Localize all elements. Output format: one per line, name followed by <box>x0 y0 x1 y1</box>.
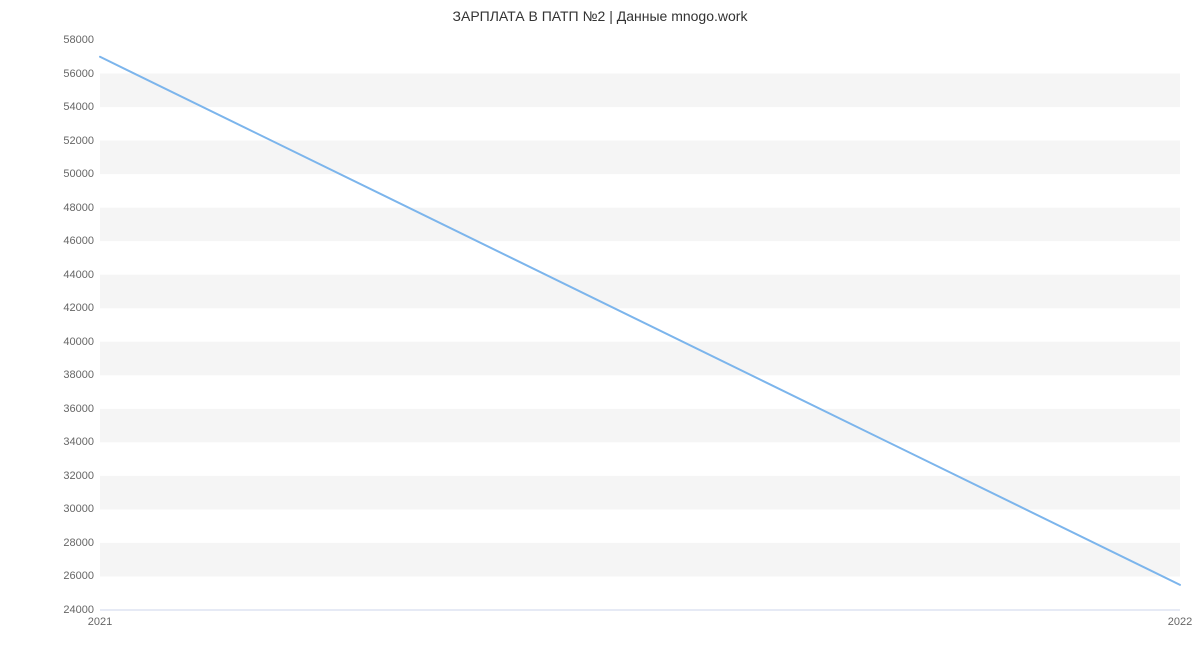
grid-band <box>100 74 1180 108</box>
y-tick-label: 32000 <box>63 470 94 482</box>
x-tick-label: 2021 <box>88 616 112 628</box>
y-tick-label: 52000 <box>63 135 94 147</box>
y-tick-label: 24000 <box>63 604 94 616</box>
y-tick-label: 40000 <box>63 336 94 348</box>
y-tick-label: 30000 <box>63 503 94 515</box>
y-tick-label: 48000 <box>63 202 94 214</box>
salary-chart: ЗАРПЛАТА В ПАТП №2 | Данные mnogo.work 2… <box>0 0 1200 650</box>
y-tick-label: 46000 <box>63 235 94 247</box>
grid-band <box>100 409 1180 443</box>
y-tick-label: 38000 <box>63 369 94 381</box>
grid-band <box>100 275 1180 309</box>
grid-band <box>100 543 1180 577</box>
y-tick-label: 26000 <box>63 570 94 582</box>
y-tick-label: 34000 <box>63 436 94 448</box>
grid-band <box>100 476 1180 510</box>
plot-area <box>100 40 1180 610</box>
y-tick-label: 50000 <box>63 168 94 180</box>
grid-band <box>100 342 1180 376</box>
grid-band <box>100 141 1180 175</box>
y-tick-label: 54000 <box>63 101 94 113</box>
y-tick-label: 44000 <box>63 269 94 281</box>
grid-band <box>100 208 1180 242</box>
x-tick-label: 2022 <box>1168 616 1192 628</box>
y-tick-label: 58000 <box>63 34 94 46</box>
y-tick-label: 42000 <box>63 302 94 314</box>
y-tick-label: 56000 <box>63 68 94 80</box>
y-tick-label: 36000 <box>63 403 94 415</box>
y-tick-label: 28000 <box>63 537 94 549</box>
chart-title: ЗАРПЛАТА В ПАТП №2 | Данные mnogo.work <box>0 8 1200 24</box>
